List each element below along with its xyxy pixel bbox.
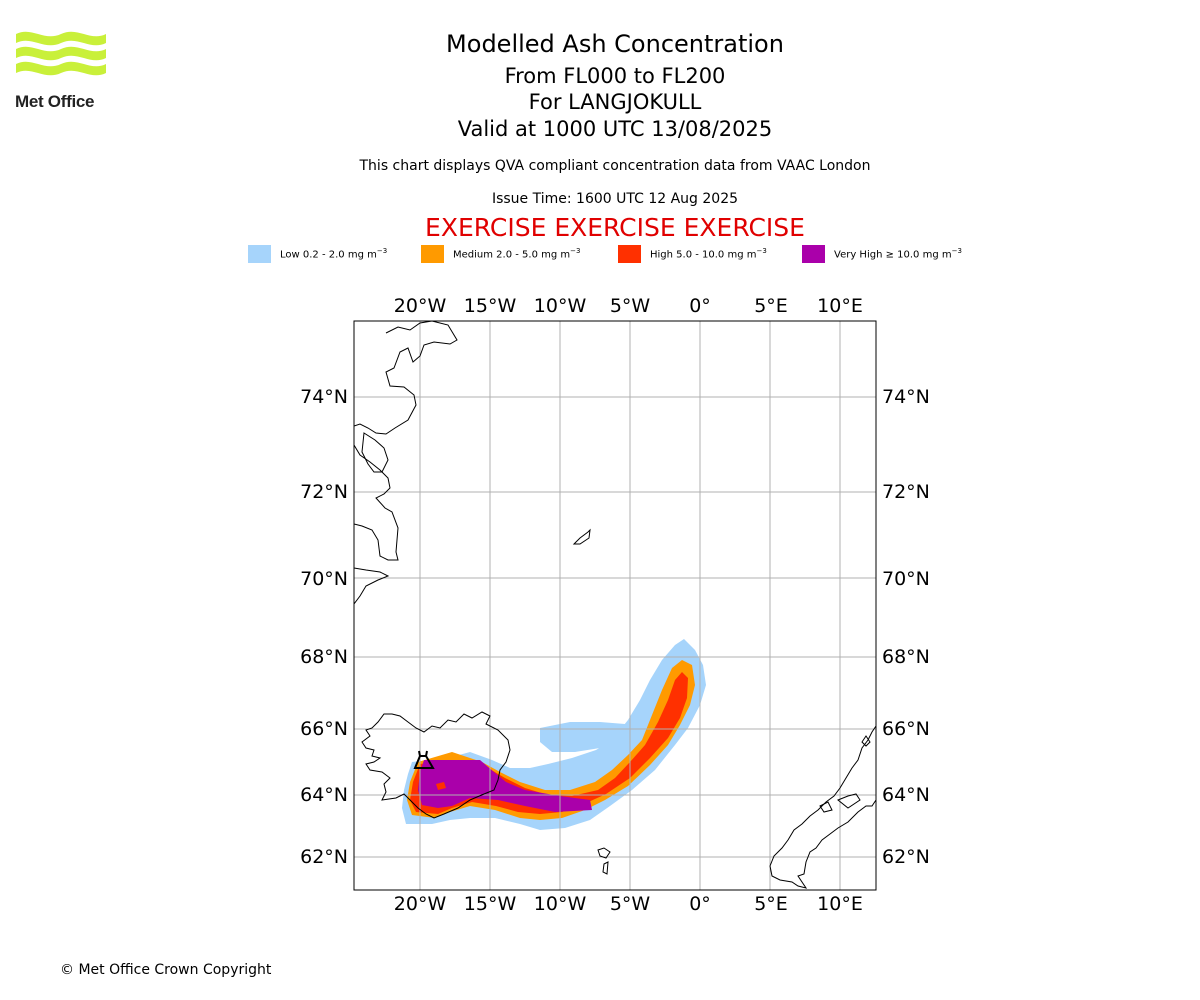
ash-plume xyxy=(402,639,706,830)
issue-time: Issue Time: 1600 UTC 12 Aug 2025 xyxy=(491,191,739,207)
lat-tick-left-62n: 62°N xyxy=(300,846,348,868)
lat-tick-left-68n: 68°N xyxy=(300,646,348,668)
lat-tick-right-72n: 72°N xyxy=(882,481,930,503)
lat-tick-right-62n: 62°N xyxy=(882,846,930,868)
met-office-logo-icon xyxy=(16,31,106,76)
coast-greenland-east-2 xyxy=(354,444,399,561)
lon-tick-top-10w: 10°W xyxy=(534,295,587,317)
lat-tick-right-74n: 74°N xyxy=(882,386,930,408)
valid-time: Valid at 1000 UTC 13/08/2025 xyxy=(457,117,773,141)
lat-tick-left-70n: 70°N xyxy=(300,568,348,590)
lon-tick-bottom-10e: 10°E xyxy=(817,893,863,915)
coast-greenland-east-3 xyxy=(354,567,390,605)
lon-tick-bottom-15w: 15°W xyxy=(464,893,517,915)
map-frame xyxy=(353,320,877,891)
ash-very-high xyxy=(418,760,592,812)
flight-levels: From FL000 to FL200 xyxy=(504,64,726,88)
lon-tick-top-5w: 5°W xyxy=(610,295,651,317)
ash-high-spot xyxy=(436,782,446,790)
legend-label-high: High 5.0 - 10.0 mg m−3 xyxy=(650,247,767,261)
lat-tick-right-64n: 64°N xyxy=(882,784,930,806)
legend-item-medium: Medium 2.0 - 5.0 mg m−3 xyxy=(421,244,580,264)
legend-label-medium: Medium 2.0 - 5.0 mg m−3 xyxy=(453,247,581,261)
volcano-name: For LANGJOKULL xyxy=(528,90,702,114)
coast-greenland-east xyxy=(354,321,458,435)
coastlines xyxy=(354,321,876,889)
graticule xyxy=(354,321,876,890)
legend-swatch-low xyxy=(248,245,271,263)
legend-item-high: High 5.0 - 10.0 mg m−3 xyxy=(618,244,767,264)
legend-item-very-high: Very High ≥ 10.0 mg m−3 xyxy=(802,244,962,264)
logo-text: Met Office xyxy=(15,92,95,111)
lon-tick-top-15w: 15°W xyxy=(464,295,517,317)
lat-tick-right-68n: 68°N xyxy=(882,646,930,668)
coast-norway xyxy=(769,725,876,889)
lon-tick-bottom-0: 0° xyxy=(689,893,711,915)
lon-tick-top-5e: 5°E xyxy=(754,295,788,317)
lat-tick-right-66n: 66°N xyxy=(882,718,930,740)
legend-item-low: Low 0.2 - 2.0 mg m−3 xyxy=(248,244,387,264)
coast-faroe xyxy=(597,847,611,875)
volcano-icon xyxy=(413,750,435,769)
chart-title: Modelled Ash Concentration xyxy=(446,30,784,58)
lon-tick-bottom-5e: 5°E xyxy=(754,893,788,915)
lat-tick-left-74n: 74°N xyxy=(300,386,348,408)
qva-note: This chart displays QVA compliant concen… xyxy=(359,158,871,174)
lon-tick-bottom-20w: 20°W xyxy=(394,893,447,915)
lon-tick-top-10e: 10°E xyxy=(817,295,863,317)
exercise-banner: EXERCISE EXERCISE EXERCISE xyxy=(425,213,805,242)
copyright: © Met Office Crown Copyright xyxy=(60,962,272,978)
coast-jan-mayen xyxy=(572,528,591,545)
legend-label-very-high: Very High ≥ 10.0 mg m−3 xyxy=(834,247,962,261)
lon-tick-bottom-5w: 5°W xyxy=(610,893,651,915)
coast-iceland xyxy=(361,711,511,819)
coast-norway-isles xyxy=(819,735,871,813)
lat-tick-left-66n: 66°N xyxy=(300,718,348,740)
legend-swatch-medium xyxy=(421,245,444,263)
lat-tick-left-72n: 72°N xyxy=(300,481,348,503)
legend-swatch-high xyxy=(618,245,641,263)
lon-tick-bottom-10w: 10°W xyxy=(534,893,587,915)
coast-greenland-east-4 xyxy=(361,432,389,473)
lat-tick-left-64n: 64°N xyxy=(300,784,348,806)
lon-tick-top-20w: 20°W xyxy=(394,295,447,317)
lon-tick-top-0: 0° xyxy=(689,295,711,317)
legend-label-low: Low 0.2 - 2.0 mg m−3 xyxy=(280,247,388,261)
legend-swatch-very-high xyxy=(802,245,825,263)
lat-tick-right-70n: 70°N xyxy=(882,568,930,590)
